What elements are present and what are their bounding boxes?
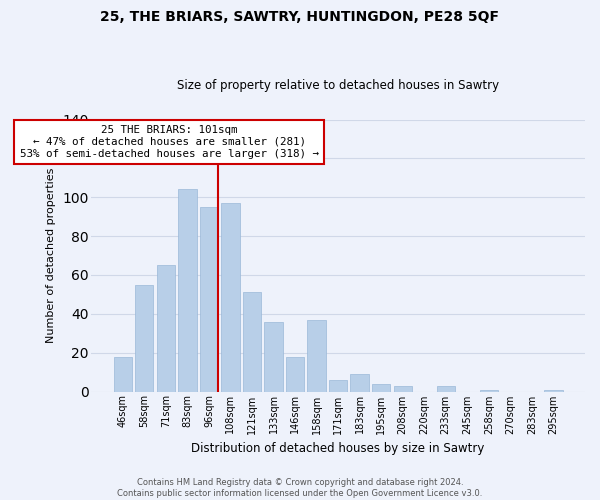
Bar xyxy=(135,284,154,392)
Bar xyxy=(437,386,455,392)
Bar xyxy=(394,386,412,392)
Text: 25, THE BRIARS, SAWTRY, HUNTINGDON, PE28 5QF: 25, THE BRIARS, SAWTRY, HUNTINGDON, PE28… xyxy=(101,10,499,24)
Bar xyxy=(265,322,283,392)
Bar xyxy=(243,292,261,392)
Bar xyxy=(329,380,347,392)
Bar xyxy=(544,390,563,392)
Bar xyxy=(372,384,390,392)
Bar xyxy=(157,265,175,392)
Text: 25 THE BRIARS: 101sqm
← 47% of detached houses are smaller (281)
53% of semi-det: 25 THE BRIARS: 101sqm ← 47% of detached … xyxy=(20,126,319,158)
Y-axis label: Number of detached properties: Number of detached properties xyxy=(46,168,56,343)
Bar xyxy=(307,320,326,392)
X-axis label: Distribution of detached houses by size in Sawtry: Distribution of detached houses by size … xyxy=(191,442,485,455)
Bar xyxy=(221,203,239,392)
Title: Size of property relative to detached houses in Sawtry: Size of property relative to detached ho… xyxy=(177,79,499,92)
Bar xyxy=(113,356,132,392)
Bar xyxy=(286,356,304,392)
Bar xyxy=(200,207,218,392)
Bar xyxy=(350,374,369,392)
Text: Contains HM Land Registry data © Crown copyright and database right 2024.
Contai: Contains HM Land Registry data © Crown c… xyxy=(118,478,482,498)
Bar xyxy=(178,190,197,392)
Bar xyxy=(479,390,498,392)
